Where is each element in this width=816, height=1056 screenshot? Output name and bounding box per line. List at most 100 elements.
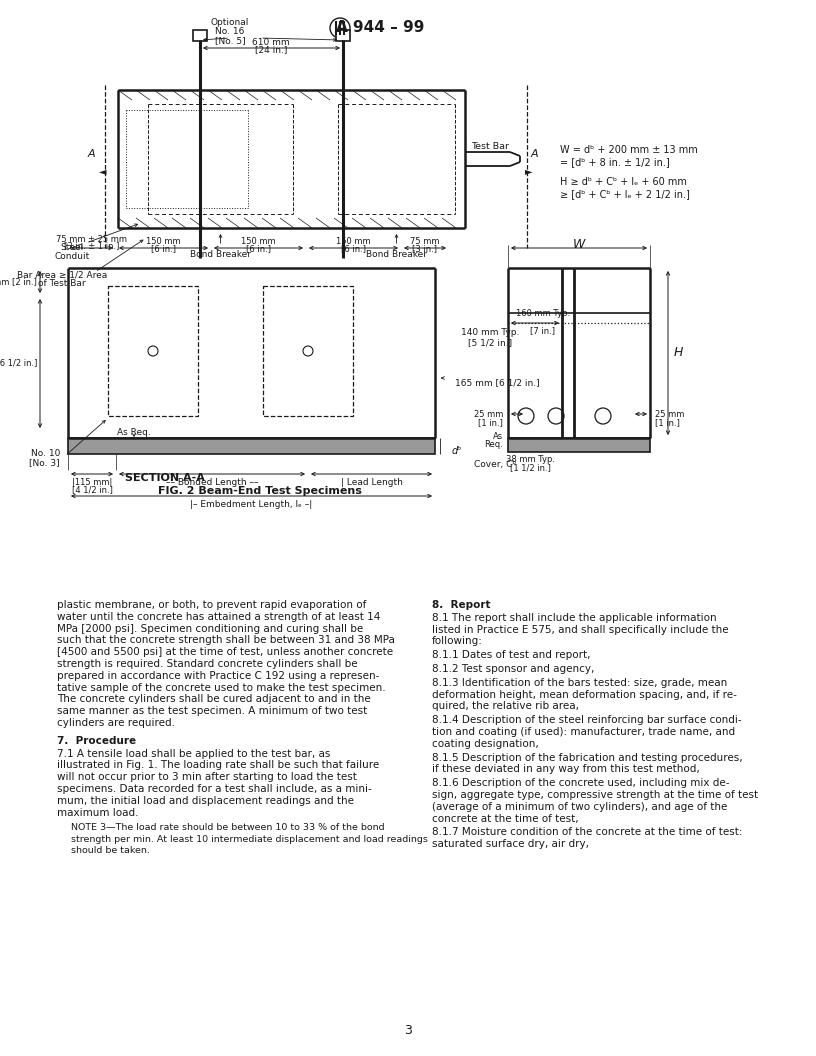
Text: 8.1.4 Description of the steel reinforcing bar surface condi-: 8.1.4 Description of the steel reinforci… xyxy=(432,715,742,725)
Text: same manner as the test specimen. A minimum of two test: same manner as the test specimen. A mini… xyxy=(57,706,367,716)
Text: W = dᵇ + 200 mm ± 13 mm: W = dᵇ + 200 mm ± 13 mm xyxy=(560,145,698,155)
Text: [4 1/2 in.]: [4 1/2 in.] xyxy=(72,485,113,494)
Bar xyxy=(108,286,198,416)
Text: 165 mm [6 1/2 in.]: 165 mm [6 1/2 in.] xyxy=(455,378,539,386)
Text: A: A xyxy=(531,149,539,159)
Text: water until the concrete has attained a strength of at least 14: water until the concrete has attained a … xyxy=(57,611,380,622)
Text: Req.: Req. xyxy=(484,440,503,449)
Text: MPa [2000 psi]. Specimen conditioning and curing shall be: MPa [2000 psi]. Specimen conditioning an… xyxy=(57,624,363,634)
Bar xyxy=(263,286,353,416)
Text: will not occur prior to 3 min after starting to load the test: will not occur prior to 3 min after star… xyxy=(57,772,357,782)
Text: [1 in.]: [1 in.] xyxy=(478,418,503,427)
Text: [4500 and 5500 psi] at the time of test, unless another concrete: [4500 and 5500 psi] at the time of test,… xyxy=(57,647,393,657)
Text: [24 in.]: [24 in.] xyxy=(255,45,287,54)
Text: [5 1/2 in.]: [5 1/2 in.] xyxy=(468,338,512,347)
Text: FIG. 2 Beam-End Test Specimens: FIG. 2 Beam-End Test Specimens xyxy=(158,486,362,496)
Text: ►: ► xyxy=(526,166,533,176)
Text: 75 mm: 75 mm xyxy=(410,237,440,246)
Text: strength is required. Standard concrete cylinders shall be: strength is required. Standard concrete … xyxy=(57,659,357,670)
Bar xyxy=(336,30,350,41)
Bar xyxy=(193,30,207,41)
Text: saturated surface dry, air dry,: saturated surface dry, air dry, xyxy=(432,840,589,849)
Text: concrete at the time of test,: concrete at the time of test, xyxy=(432,813,579,824)
Text: Bar Area ≥ 1/2 Area: Bar Area ≥ 1/2 Area xyxy=(17,270,107,279)
Text: [No. 5]: [No. 5] xyxy=(215,36,246,45)
Text: should be taken.: should be taken. xyxy=(71,846,150,855)
Text: [1 1/2 in.]: [1 1/2 in.] xyxy=(509,463,551,472)
Text: [6 in.]: [6 in.] xyxy=(341,244,366,253)
Text: [3 in.]: [3 in.] xyxy=(413,244,437,253)
Bar xyxy=(68,438,435,454)
Text: |– Embedment Length, lₑ –|: |– Embedment Length, lₑ –| xyxy=(190,499,313,509)
Text: ◄: ◄ xyxy=(100,166,107,176)
Text: 50 mm [2 in.]: 50 mm [2 in.] xyxy=(0,278,37,286)
Text: NOTE 3—The load rate should be between 10 to 33 % of the bond: NOTE 3—The load rate should be between 1… xyxy=(71,824,384,832)
Text: 25 mm: 25 mm xyxy=(655,410,685,419)
Text: |115 mm|: |115 mm| xyxy=(72,478,112,487)
Text: 38 mm Typ.: 38 mm Typ. xyxy=(505,455,555,464)
Text: A 944 – 99: A 944 – 99 xyxy=(336,20,424,36)
Text: SECTION A-A: SECTION A-A xyxy=(125,473,205,483)
Text: The concrete cylinders shall be cured adjacent to and in the: The concrete cylinders shall be cured ad… xyxy=(57,695,370,704)
Text: maximum load.: maximum load. xyxy=(57,808,139,817)
Text: H ≥ dᵇ + Cᵇ + lₑ + 60 mm: H ≥ dᵇ + Cᵇ + lₑ + 60 mm xyxy=(560,177,687,187)
Text: As: As xyxy=(493,432,503,441)
Text: of Test Bar: of Test Bar xyxy=(38,279,86,288)
Text: strength per min. At least 10 intermediate displacement and load readings: strength per min. At least 10 intermedia… xyxy=(71,834,428,844)
Text: 140 mm Typ.: 140 mm Typ. xyxy=(461,328,519,337)
Text: sign, aggregate type, compressive strength at the time of test: sign, aggregate type, compressive streng… xyxy=(432,790,758,800)
Text: Cover, Cᵇ: Cover, Cᵇ xyxy=(474,460,517,469)
Text: 150 mm: 150 mm xyxy=(146,237,181,246)
Text: specimens. Data recorded for a test shall include, as a mini-: specimens. Data recorded for a test shal… xyxy=(57,784,372,794)
Text: [6 in.]: [6 in.] xyxy=(246,244,271,253)
Text: quired, the relative rib area,: quired, the relative rib area, xyxy=(432,701,579,712)
Text: [No. 3]: [No. 3] xyxy=(29,458,60,468)
Text: dᵇ: dᵇ xyxy=(452,446,462,456)
Text: 150 mm: 150 mm xyxy=(336,237,370,246)
Text: Bond Breaker: Bond Breaker xyxy=(366,250,427,259)
Text: 75 mm ± 25 mm: 75 mm ± 25 mm xyxy=(56,235,127,244)
Text: 8.1.3 Identification of the bars tested: size, grade, mean: 8.1.3 Identification of the bars tested:… xyxy=(432,678,727,687)
Text: 165 mm [6 1/2 in.]: 165 mm [6 1/2 in.] xyxy=(0,358,37,367)
Text: 160 mm Typ.: 160 mm Typ. xyxy=(516,309,570,318)
Text: 610 mm: 610 mm xyxy=(252,38,290,48)
Text: Bond Breaker: Bond Breaker xyxy=(190,250,251,259)
Text: 7.  Procedure: 7. Procedure xyxy=(57,736,136,746)
Text: (average of a minimum of two cylinders), and age of the: (average of a minimum of two cylinders),… xyxy=(432,802,727,812)
Text: No. 10: No. 10 xyxy=(31,449,60,457)
Text: 8.1.7 Moisture condition of the concrete at the time of test:: 8.1.7 Moisture condition of the concrete… xyxy=(432,828,743,837)
Text: Test Bar: Test Bar xyxy=(471,142,509,151)
Text: = [dᵇ + 8 in. ± 1/2 in.]: = [dᵇ + 8 in. ± 1/2 in.] xyxy=(560,157,670,167)
Text: [3 in. ± 1 in.]: [3 in. ± 1 in.] xyxy=(64,241,120,250)
Text: Steel: Steel xyxy=(60,243,83,252)
Text: 8.1 The report shall include the applicable information: 8.1 The report shall include the applica… xyxy=(432,612,716,623)
Text: No. 16: No. 16 xyxy=(215,27,245,36)
Text: listed in Practice E 575, and shall specifically include the: listed in Practice E 575, and shall spec… xyxy=(432,624,729,635)
Text: A: A xyxy=(87,149,95,159)
Text: deformation height, mean deformation spacing, and, if re-: deformation height, mean deformation spa… xyxy=(432,690,737,699)
Text: [6 in.]: [6 in.] xyxy=(151,244,176,253)
Text: following:: following: xyxy=(432,637,483,646)
Text: 8.1.2 Test sponsor and agency,: 8.1.2 Test sponsor and agency, xyxy=(432,664,594,674)
Text: As Req.: As Req. xyxy=(118,428,151,437)
Text: Conduit: Conduit xyxy=(55,252,90,261)
Text: H: H xyxy=(674,346,683,359)
Text: ≥ [dᵇ + Cᵇ + lₑ + 2 1/2 in.]: ≥ [dᵇ + Cᵇ + lₑ + 2 1/2 in.] xyxy=(560,189,690,199)
Text: 25 mm: 25 mm xyxy=(473,410,503,419)
Text: W: W xyxy=(573,238,585,251)
Text: [1 in.]: [1 in.] xyxy=(655,418,680,427)
Text: Optional: Optional xyxy=(211,18,249,27)
Bar xyxy=(508,438,650,452)
Text: tative sample of the concrete used to make the test specimen.: tative sample of the concrete used to ma… xyxy=(57,682,386,693)
Text: coating designation,: coating designation, xyxy=(432,739,539,749)
Text: 3: 3 xyxy=(404,1023,412,1037)
Text: tion and coating (if used): manufacturer, trade name, and: tion and coating (if used): manufacturer… xyxy=(432,727,735,737)
Text: 8.1.1 Dates of test and report,: 8.1.1 Dates of test and report, xyxy=(432,650,591,660)
Text: such that the concrete strength shall be between 31 and 38 MPa: such that the concrete strength shall be… xyxy=(57,636,395,645)
Text: mum, the initial load and displacement readings and the: mum, the initial load and displacement r… xyxy=(57,796,354,806)
Text: plastic membrane, or both, to prevent rapid evaporation of: plastic membrane, or both, to prevent ra… xyxy=(57,600,366,610)
Text: 8.1.6 Description of the concrete used, including mix de-: 8.1.6 Description of the concrete used, … xyxy=(432,778,730,788)
Text: 8.1.5 Description of the fabrication and testing procedures,: 8.1.5 Description of the fabrication and… xyxy=(432,753,743,762)
Text: if these deviated in any way from this test method,: if these deviated in any way from this t… xyxy=(432,765,700,774)
Text: | Lead Length: | Lead Length xyxy=(340,478,402,487)
